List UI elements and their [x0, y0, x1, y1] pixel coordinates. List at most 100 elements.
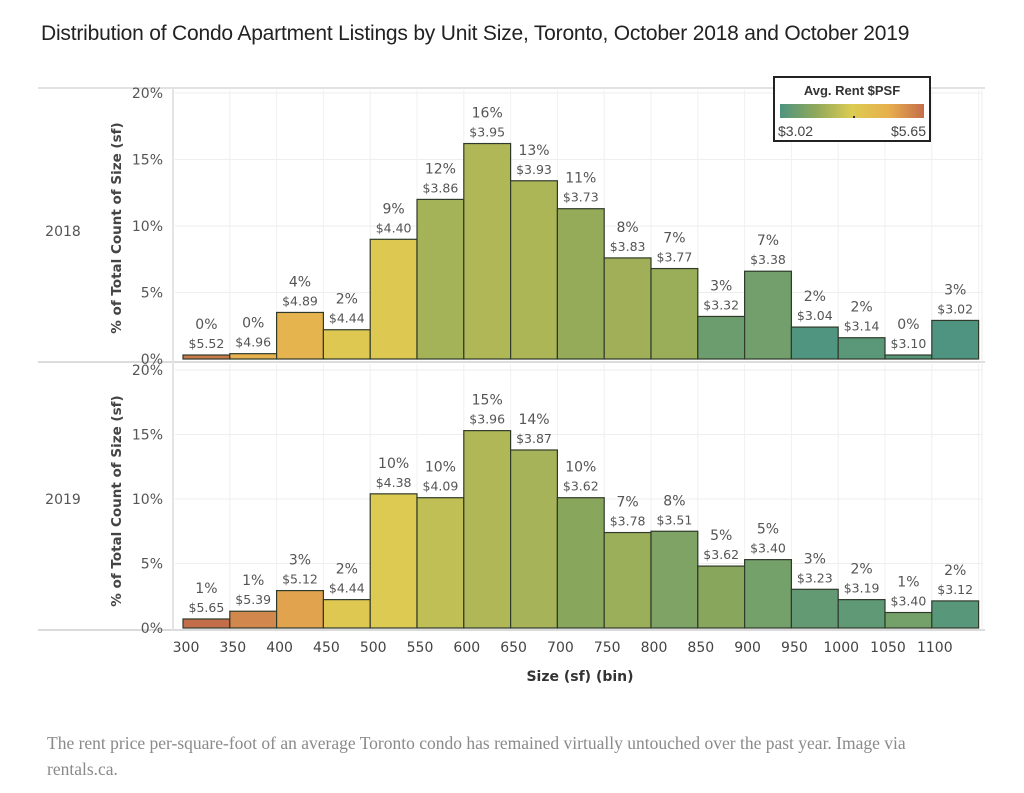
bar-percent-label: 2% — [804, 289, 826, 305]
x-tick-label: 1050 — [870, 640, 906, 656]
bar-percent-label: 0% — [897, 317, 919, 333]
bar-2018-1000 — [837, 337, 886, 360]
y-tick-label: 15% — [132, 153, 163, 169]
y-tick-label: 0% — [141, 621, 163, 637]
bar-2019-850 — [697, 565, 746, 629]
bar-percent-label: 5% — [710, 528, 732, 544]
bar-2019-1050 — [884, 611, 933, 629]
legend-gradient — [780, 104, 924, 118]
legend-max-label: $5.65 — [890, 123, 926, 139]
bar-percent-label: 12% — [425, 161, 456, 177]
bar-percent-label: 7% — [757, 233, 779, 249]
bar-rent-label: $3.83 — [610, 239, 646, 254]
bar-2019-350 — [229, 610, 278, 629]
x-tick-label: 450 — [313, 640, 340, 656]
bar-percent-label: 2% — [944, 563, 966, 579]
bar-rent-label: $3.40 — [750, 541, 786, 556]
bar-rent-label: $3.10 — [891, 336, 927, 351]
bar-percent-label: 9% — [382, 201, 404, 217]
bar-percent-label: 16% — [472, 106, 503, 122]
y-axis-title: % of Total Count of Size (sf) — [109, 395, 125, 606]
y-tick-label: 10% — [132, 219, 163, 235]
x-tick-label: 750 — [594, 640, 621, 656]
x-axis-label: Size (sf) (bin) — [526, 669, 633, 685]
y-tick-label: 10% — [132, 492, 163, 508]
bar-percent-label: 13% — [518, 143, 549, 159]
bar-percent-label: 10% — [565, 460, 596, 476]
bar-2019-600 — [463, 430, 512, 629]
bar-rent-label: $3.78 — [610, 514, 646, 529]
bar-rent-label: $3.87 — [516, 431, 552, 446]
bar-2019-800 — [650, 530, 699, 629]
y-tick-label: 20% — [132, 86, 163, 102]
bar-rent-label: $3.51 — [657, 512, 693, 527]
legend-min-label: $3.02 — [778, 123, 814, 139]
bar-rent-label: $3.93 — [516, 162, 552, 177]
bar-rent-label: $4.09 — [423, 479, 459, 494]
bar-2019-900 — [743, 559, 792, 629]
bar-percent-label: 4% — [289, 274, 311, 290]
bar-2019-1000 — [837, 599, 886, 629]
bar-2018-500 — [369, 238, 418, 360]
y-tick-label: 15% — [132, 428, 163, 444]
bar-2019-700 — [556, 497, 605, 629]
bar-rent-label: $3.73 — [563, 190, 599, 205]
bar-rent-label: $3.38 — [750, 252, 786, 267]
bar-2019-450 — [322, 599, 371, 629]
x-tick-label: 650 — [500, 640, 527, 656]
bar-percent-label: 11% — [565, 171, 596, 187]
y-tick-label: 5% — [141, 557, 163, 573]
bar-percent-label: 8% — [663, 493, 685, 509]
bar-2019-1100 — [931, 600, 980, 629]
chart-title: Distribution of Condo Apartment Listings… — [41, 22, 910, 45]
color-legend: Avg. Rent $PSF $3.02 $5.65 — [773, 76, 931, 142]
bar-percent-label: 3% — [710, 278, 732, 294]
legend-marker — [853, 116, 855, 118]
panel-2019: 0% 5% 10% 15% 20% 2019 % of Total Count of Siz… — [45, 363, 982, 637]
bar-2018-900 — [743, 270, 792, 360]
bar-2018-650 — [510, 180, 559, 360]
bar-percent-label: 15% — [472, 393, 503, 409]
x-tick-label: 600 — [453, 640, 480, 656]
bar-2018-550 — [416, 198, 465, 360]
x-tick-label: 800 — [641, 640, 668, 656]
bar-rent-label: $3.77 — [657, 250, 693, 265]
bar-2018-600 — [463, 142, 512, 360]
image-caption: The rent price per-square-foot of an ave… — [47, 733, 906, 779]
bar-2018-400 — [276, 311, 325, 360]
bar-2018-1100 — [931, 319, 980, 360]
bar-percent-label: 10% — [378, 456, 409, 472]
bar-percent-label: 10% — [425, 460, 456, 476]
bar-rent-label: $4.38 — [376, 475, 412, 490]
bar-rent-label: $5.52 — [189, 336, 225, 351]
bar-rent-label: $3.86 — [423, 180, 459, 195]
bar-2019-650 — [510, 449, 559, 629]
x-tick-label: 850 — [687, 640, 714, 656]
bar-percent-label: 3% — [289, 553, 311, 569]
bar-2018-800 — [650, 267, 699, 360]
bar-2019-950 — [790, 588, 839, 629]
bar-rent-label: $3.19 — [844, 581, 880, 596]
bar-2018-350 — [229, 353, 278, 360]
bar-percent-label: 1% — [242, 573, 264, 589]
bar-rent-label: $3.14 — [844, 319, 880, 334]
x-tick-label: 700 — [547, 640, 574, 656]
panel-2018: 0% 5% 10% 15% 20% 2018 % of Total Count of Siz… — [45, 86, 982, 368]
bar-2019-300 — [182, 618, 231, 629]
row-label-2018: 2018 — [45, 224, 81, 240]
bar-rent-label: $3.62 — [703, 547, 739, 562]
bar-2018-750 — [603, 257, 652, 360]
bar-percent-label: 7% — [616, 495, 638, 511]
bar-rent-label: $4.44 — [329, 581, 365, 596]
bar-rent-label: $3.96 — [469, 412, 505, 427]
bar-percent-label: 3% — [804, 551, 826, 567]
bar-percent-label: 2% — [850, 300, 872, 316]
x-tick-label: 950 — [781, 640, 808, 656]
row-label-2019: 2019 — [45, 492, 81, 508]
x-tick-label: 900 — [734, 640, 761, 656]
bar-percent-label: 5% — [757, 522, 779, 538]
bar-percent-label: 2% — [336, 562, 358, 578]
bar-rent-label: $5.12 — [282, 572, 318, 587]
bar-rent-label: $3.23 — [797, 570, 833, 585]
x-tick-label: 300 — [173, 640, 200, 656]
